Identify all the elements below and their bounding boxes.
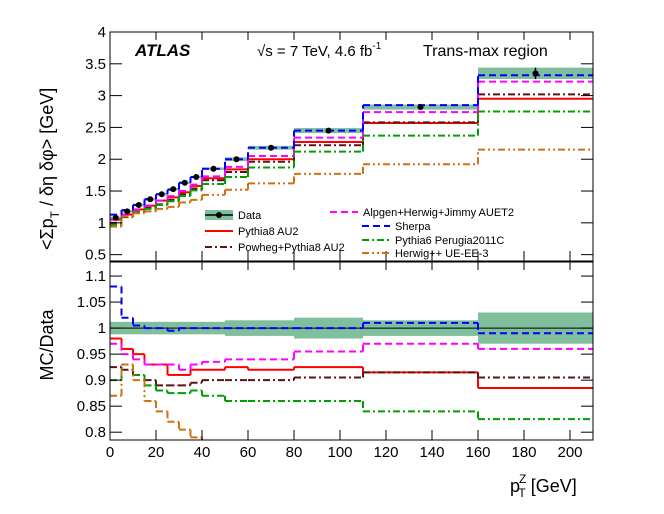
y-tick-label: 2.5 (85, 119, 106, 136)
x-tick-label: 0 (106, 444, 114, 461)
data-point (233, 156, 240, 163)
x-label-rest: [GeV] (526, 476, 577, 496)
annotation-sup: -1 (372, 41, 381, 52)
y-tick-label: 3 (98, 88, 106, 105)
y-axis-label: <ΣpT / δη δφ> [GeV] (37, 88, 62, 250)
experiment-label: ATLAS (134, 41, 191, 60)
legend-swatch (216, 212, 222, 218)
y-label-sub: T (48, 210, 62, 218)
data-point (170, 186, 177, 193)
y-tick-label: 1.1 (85, 268, 106, 285)
data-point (193, 174, 200, 181)
legend-label: Pythia8 AU2 (238, 226, 299, 238)
data-point (268, 144, 274, 151)
legend-label: Sherpa (395, 221, 431, 233)
legend-label: Pythia6 Perugia2011C (395, 235, 504, 247)
x-tick-label: 200 (557, 444, 582, 461)
x-tick-label: 180 (511, 444, 536, 461)
legend-label: Herwig++ UE-EE-3 (395, 248, 489, 260)
ratio-y-label: MC/Data (37, 309, 57, 381)
x-axis-label: pZ T [GeV] (510, 472, 577, 500)
y-tick-label: 1 (98, 320, 106, 337)
y-tick-label: 0.9 (85, 372, 106, 389)
data-point (325, 127, 332, 134)
x-tick-label: 60 (240, 444, 257, 461)
y-tick-label: 1.5 (85, 183, 106, 200)
y-tick-label: 4 (98, 24, 106, 41)
y-tick-label: 3.5 (85, 56, 106, 73)
legend-label: Alpgen+Herwig+Jimmy AUET2 (363, 207, 514, 219)
data-point (532, 70, 539, 77)
ratio-panel: 0.8 0.85 0.9 0.95 1 1.05 1.1 0 20 40 60 80 100 120 140… (77, 261, 594, 461)
y-tick-label: 0.8 (85, 424, 106, 441)
x-tick-label: 120 (373, 444, 398, 461)
plot-area (110, 285, 593, 440)
data-point (112, 214, 119, 221)
legend-label: Data (238, 210, 262, 222)
data-point (181, 179, 188, 186)
top-panel: 0.5 1 1.5 2 2.5 3 3.5 4 Data Pythia8 AU2 Powheg+Py… (85, 24, 594, 264)
plot-area (110, 67, 593, 228)
y-tick-label: 2 (98, 151, 106, 168)
y-tick-label: 0.5 (85, 247, 106, 264)
x-label-sup: Z (519, 472, 526, 486)
panel-frame (109, 261, 594, 441)
y-label-rest: / δη δφ> [GeV] (37, 88, 57, 211)
x-tick-label: 40 (194, 444, 211, 461)
data-point (147, 196, 154, 203)
y-tick-label: 0.85 (77, 398, 106, 415)
data-point (417, 104, 424, 111)
data-point (158, 191, 165, 198)
panel-frame (109, 31, 594, 262)
annotation-text: √s = 7 TeV, 4.6 fb (257, 43, 372, 60)
energy-annotation: √s = 7 TeV, 4.6 fb-1 (257, 41, 382, 60)
y-tick-label: 1 (98, 215, 106, 232)
x-label-sub: T (518, 486, 526, 500)
x-label-text: p (510, 476, 520, 496)
x-tick-label: 140 (419, 444, 444, 461)
x-tick-label: 80 (286, 444, 303, 461)
x-tick-label: 100 (327, 444, 352, 461)
data-point (135, 202, 142, 209)
legend-label: Powheg+Pythia8 AU2 (238, 242, 345, 254)
region-label: Trans-max region (423, 43, 548, 60)
y-tick-label: 0.95 (77, 346, 106, 363)
x-tick-label: 160 (465, 444, 490, 461)
data-point (210, 165, 217, 172)
x-tick-label: 20 (148, 444, 165, 461)
y-tick-label: 1.05 (77, 294, 106, 311)
data-point (124, 208, 131, 215)
y-label-text: <Σp (37, 218, 57, 250)
